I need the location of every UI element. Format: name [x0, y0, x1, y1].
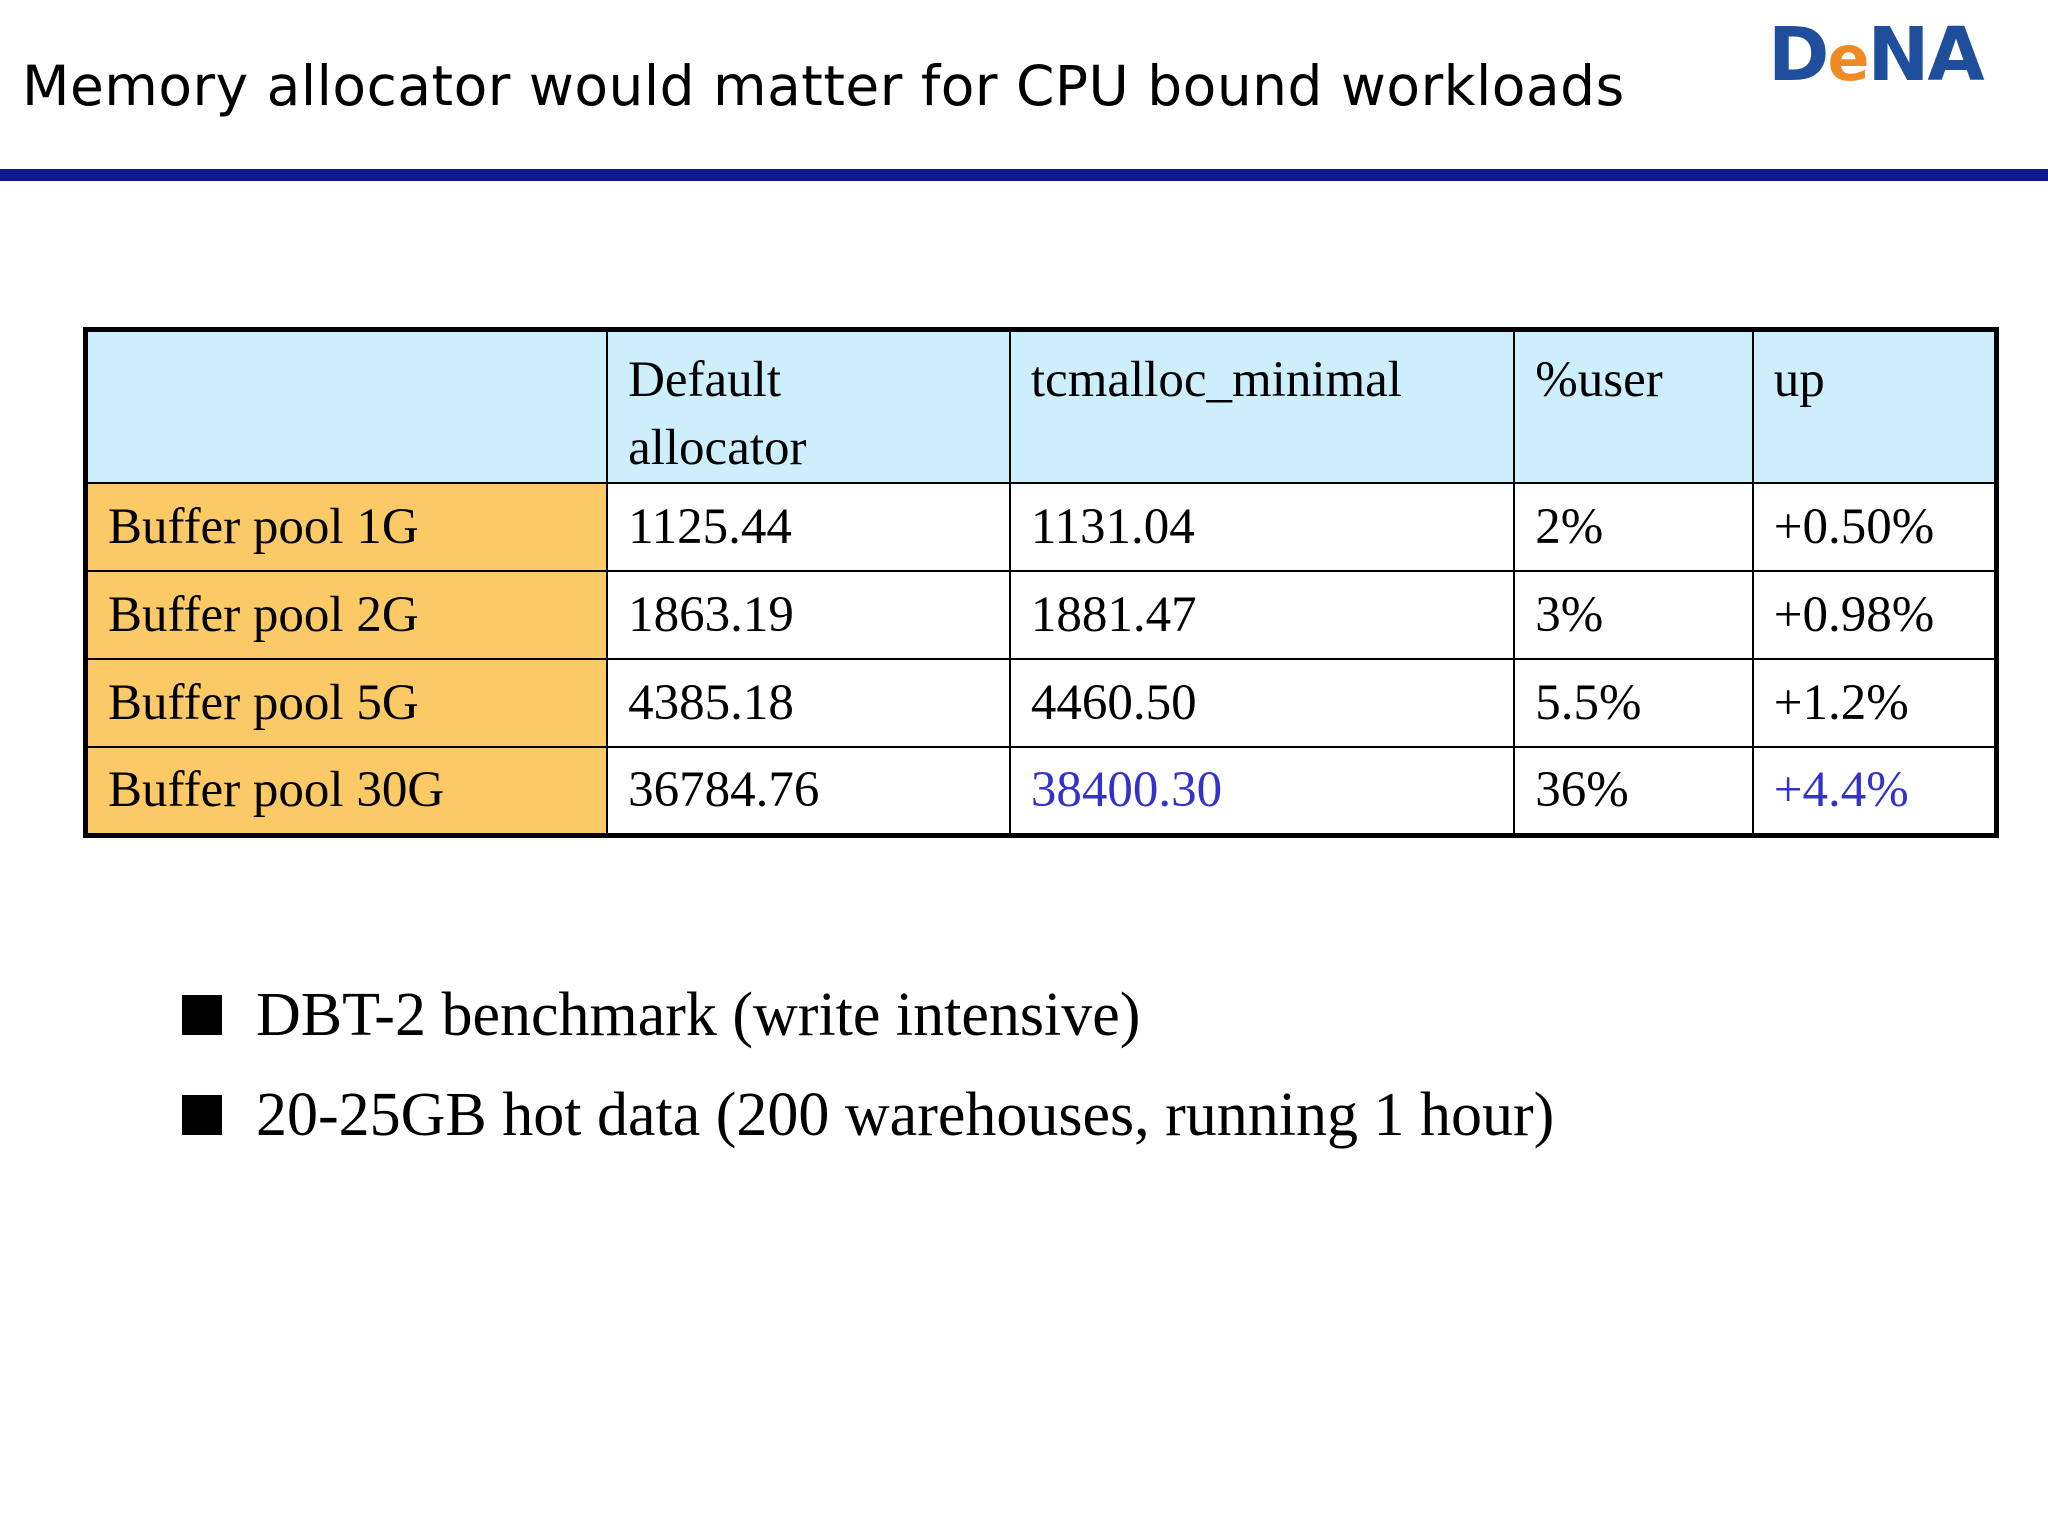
row-label: Buffer pool 1G: [84, 482, 609, 572]
table-row: Buffer pool 1G 1125.44 1131.04 2% +0.50%: [84, 482, 1998, 572]
table-row: Buffer pool 30G 36784.76 38400.30 36% +4…: [84, 746, 1998, 836]
dena-logo: DeNA: [1768, 12, 1985, 98]
table-row: Buffer pool 5G 4385.18 4460.50 5.5% +1.2…: [84, 658, 1998, 748]
square-bullet-icon: [182, 1095, 222, 1135]
header-up: up: [1751, 328, 1998, 484]
cell-tcmalloc: 1131.04: [1008, 482, 1516, 572]
bullet-list: DBT-2 benchmark (write intensive) 20-25G…: [182, 965, 1554, 1165]
bullet-text: DBT-2 benchmark (write intensive): [256, 980, 1141, 1049]
cell-tcmalloc: 4460.50: [1008, 658, 1516, 748]
slide-title: Memory allocator would matter for CPU bo…: [22, 54, 1625, 118]
bullet-text: 20-25GB hot data (200 warehouses, runnin…: [256, 1080, 1555, 1149]
header-tcmalloc: tcmalloc_minimal: [1008, 328, 1516, 484]
logo-letter-e: e: [1827, 22, 1869, 95]
cell-up: +0.50%: [1751, 482, 1998, 572]
header-empty: [84, 328, 609, 484]
cell-default: 36784.76: [606, 746, 1011, 836]
bullet-item: 20-25GB hot data (200 warehouses, runnin…: [182, 1065, 1554, 1165]
cell-user: 36%: [1513, 746, 1754, 836]
cell-up: +1.2%: [1751, 658, 1998, 748]
cell-default: 1125.44: [606, 482, 1011, 572]
title-divider: [0, 169, 2048, 181]
header-user: %user: [1513, 328, 1754, 484]
table-row: Buffer pool 2G 1863.19 1881.47 3% +0.98%: [84, 570, 1998, 660]
cell-tcmalloc: 1881.47: [1008, 570, 1516, 660]
logo-letters-na: NA: [1867, 12, 1985, 98]
cell-default: 4385.18: [606, 658, 1011, 748]
cell-user: 5.5%: [1513, 658, 1754, 748]
table-header-row: Default allocator tcmalloc_minimal %user …: [84, 328, 1998, 484]
allocator-comparison-table: Default allocator tcmalloc_minimal %user …: [83, 327, 1999, 838]
cell-default: 1863.19: [606, 570, 1011, 660]
cell-user: 2%: [1513, 482, 1754, 572]
square-bullet-icon: [182, 995, 222, 1035]
row-label: Buffer pool 5G: [84, 658, 609, 748]
header-default-allocator: Default allocator: [606, 328, 1011, 484]
cell-up: +0.98%: [1751, 570, 1998, 660]
header-default-line1: Default: [628, 352, 782, 408]
logo-letter-d: D: [1768, 12, 1829, 98]
bullet-item: DBT-2 benchmark (write intensive): [182, 965, 1554, 1065]
row-label: Buffer pool 2G: [84, 570, 609, 660]
cell-tcmalloc-highlight: 38400.30: [1008, 746, 1516, 836]
cell-user: 3%: [1513, 570, 1754, 660]
header-default-line2: allocator: [628, 420, 807, 476]
cell-up-highlight: +4.4%: [1751, 746, 1998, 836]
row-label: Buffer pool 30G: [84, 746, 609, 836]
